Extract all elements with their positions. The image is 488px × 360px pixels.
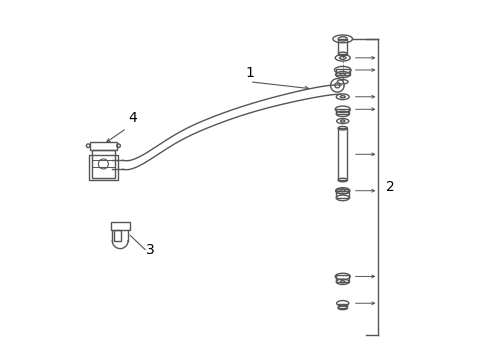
Bar — [92, 150, 115, 178]
Bar — [89, 155, 118, 180]
Text: 4: 4 — [128, 111, 137, 125]
Text: 2: 2 — [385, 180, 393, 194]
Text: 1: 1 — [245, 66, 254, 80]
Bar — [114, 230, 121, 241]
Bar — [336, 275, 348, 282]
Bar — [90, 142, 117, 150]
Bar — [336, 109, 348, 114]
Bar — [335, 69, 349, 75]
Bar — [337, 303, 346, 308]
Text: 3: 3 — [146, 243, 155, 257]
Bar — [110, 222, 130, 230]
Bar — [338, 39, 346, 54]
Bar — [337, 128, 346, 180]
Bar — [336, 192, 348, 198]
